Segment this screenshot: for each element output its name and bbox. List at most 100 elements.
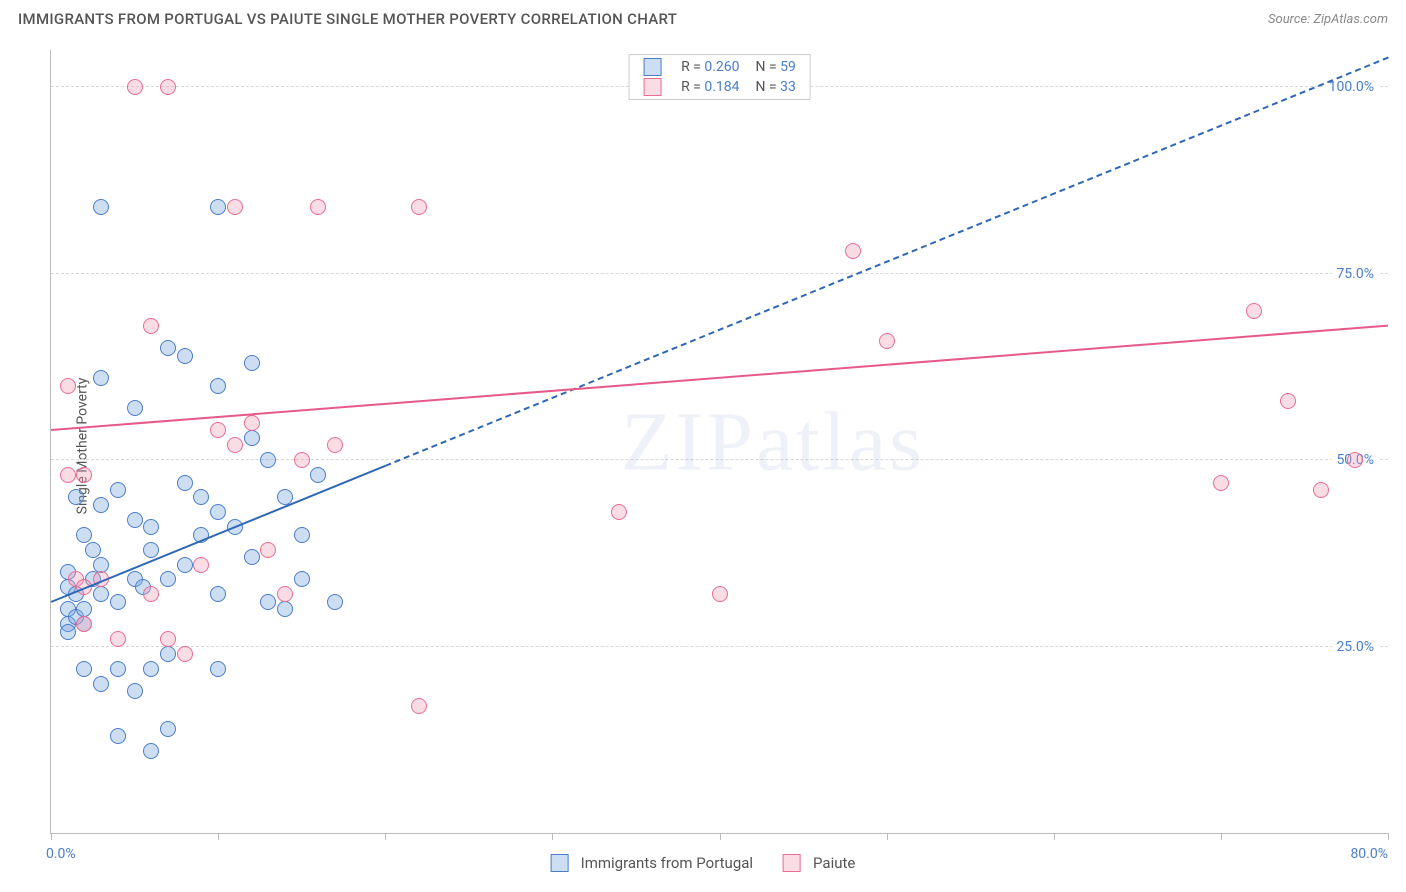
- source-label: Source: ZipAtlas.com: [1268, 12, 1388, 27]
- x-tick: [720, 833, 721, 840]
- data-point: [127, 79, 143, 95]
- data-point: [277, 601, 293, 617]
- data-point: [227, 199, 243, 215]
- data-point: [1213, 475, 1229, 491]
- data-point: [327, 594, 343, 610]
- trend-line: [51, 326, 1388, 430]
- legend-row-series-1: R = 0.260 N = 59: [635, 57, 804, 77]
- data-point: [1347, 452, 1363, 468]
- data-point: [93, 497, 109, 513]
- data-point: [879, 333, 895, 349]
- data-point: [260, 452, 276, 468]
- data-point: [76, 601, 92, 617]
- data-point: [143, 318, 159, 334]
- chart-title: IMMIGRANTS FROM PORTUGAL VS PAIUTE SINGL…: [18, 10, 677, 28]
- title-bar: IMMIGRANTS FROM PORTUGAL VS PAIUTE SINGL…: [0, 0, 1406, 32]
- data-point: [244, 415, 260, 431]
- data-point: [160, 721, 176, 737]
- data-point: [244, 355, 260, 371]
- legend-series: Immigrants from Portugal Paiute: [551, 854, 856, 872]
- data-point: [85, 542, 101, 558]
- data-point: [110, 482, 126, 498]
- data-point: [177, 475, 193, 491]
- x-tick: [218, 833, 219, 840]
- data-point: [76, 527, 92, 543]
- data-point: [210, 422, 226, 438]
- swatch-series-2: [643, 78, 661, 96]
- data-point: [294, 527, 310, 543]
- data-point: [68, 489, 84, 505]
- data-point: [143, 519, 159, 535]
- data-point: [177, 646, 193, 662]
- data-point: [227, 437, 243, 453]
- legend-correlation: R = 0.260 N = 59 R = 0.184 N = 33: [628, 54, 811, 100]
- data-point: [127, 400, 143, 416]
- x-tick: [1054, 833, 1055, 840]
- x-axis-max-label: 80.0%: [1350, 846, 1388, 862]
- data-point: [411, 199, 427, 215]
- gridline-label: 100.0%: [1325, 79, 1378, 95]
- data-point: [177, 348, 193, 364]
- data-point: [210, 504, 226, 520]
- trend-line: [51, 57, 1388, 601]
- data-point: [310, 199, 326, 215]
- data-point: [177, 557, 193, 573]
- data-point: [277, 586, 293, 602]
- data-point: [712, 586, 728, 602]
- x-tick: [552, 833, 553, 840]
- data-point: [127, 683, 143, 699]
- data-point: [611, 504, 627, 520]
- data-point: [60, 378, 76, 394]
- data-point: [93, 199, 109, 215]
- data-point: [110, 728, 126, 744]
- data-point: [1246, 303, 1262, 319]
- watermark: ZIPatlas: [621, 393, 925, 490]
- data-point: [294, 571, 310, 587]
- data-point: [193, 489, 209, 505]
- data-point: [294, 452, 310, 468]
- data-point: [210, 199, 226, 215]
- chart-area: R = 0.260 N = 59 R = 0.184 N = 33 ZIPatl…: [50, 50, 1388, 834]
- legend-item-series-2: Paiute: [783, 854, 855, 872]
- swatch-series-1: [551, 854, 569, 872]
- gridline-label: 25.0%: [1332, 639, 1378, 655]
- data-point: [210, 661, 226, 677]
- legend-label-series-1: Immigrants from Portugal: [581, 854, 753, 872]
- gridline: [51, 273, 1388, 274]
- data-point: [110, 631, 126, 647]
- data-point: [160, 340, 176, 356]
- plot-area: R = 0.260 N = 59 R = 0.184 N = 33 ZIPatl…: [50, 50, 1388, 834]
- data-point: [110, 594, 126, 610]
- data-point: [76, 661, 92, 677]
- data-point: [327, 437, 343, 453]
- data-point: [411, 698, 427, 714]
- data-point: [93, 370, 109, 386]
- data-point: [143, 586, 159, 602]
- data-point: [143, 743, 159, 759]
- data-point: [160, 79, 176, 95]
- data-point: [143, 661, 159, 677]
- x-tick: [1388, 833, 1389, 840]
- data-point: [244, 549, 260, 565]
- x-axis-min-label: 0.0%: [46, 846, 76, 862]
- swatch-series-2: [783, 854, 801, 872]
- gridline: [51, 459, 1388, 460]
- gridline: [51, 646, 1388, 647]
- data-point: [160, 646, 176, 662]
- legend-label-series-2: Paiute: [813, 854, 855, 872]
- data-point: [845, 243, 861, 259]
- data-point: [93, 676, 109, 692]
- data-point: [60, 467, 76, 483]
- data-point: [127, 512, 143, 528]
- data-point: [160, 571, 176, 587]
- data-point: [244, 430, 260, 446]
- data-point: [110, 661, 126, 677]
- data-point: [76, 467, 92, 483]
- data-point: [93, 586, 109, 602]
- data-point: [60, 624, 76, 640]
- x-tick: [51, 833, 52, 840]
- gridline-label: 75.0%: [1332, 266, 1378, 282]
- data-point: [160, 631, 176, 647]
- swatch-series-1: [643, 58, 661, 76]
- x-tick: [1221, 833, 1222, 840]
